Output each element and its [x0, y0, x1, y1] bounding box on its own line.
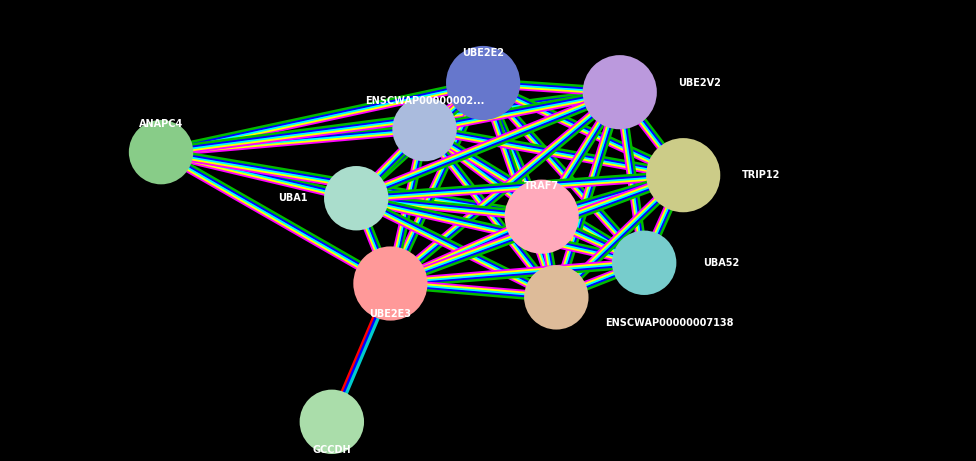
Text: TRIP12: TRIP12: [742, 170, 780, 180]
Ellipse shape: [307, 398, 356, 446]
Ellipse shape: [583, 55, 657, 129]
Text: UBA1: UBA1: [278, 193, 307, 203]
Ellipse shape: [505, 180, 579, 254]
Text: ANAPC4: ANAPC4: [139, 119, 183, 129]
Ellipse shape: [612, 230, 676, 295]
Ellipse shape: [137, 128, 185, 176]
Ellipse shape: [300, 390, 364, 454]
Ellipse shape: [591, 65, 648, 120]
Ellipse shape: [646, 138, 720, 212]
Text: ENSCWAP00000007138: ENSCWAP00000007138: [605, 318, 734, 328]
Text: UBE2E2: UBE2E2: [462, 47, 505, 58]
Ellipse shape: [129, 120, 193, 184]
Text: UBE2V2: UBE2V2: [678, 78, 721, 88]
Text: TRAF7: TRAF7: [524, 181, 559, 191]
Ellipse shape: [514, 189, 570, 244]
Text: GCCDH: GCCDH: [312, 445, 351, 455]
Text: ENSCWAP00000002...: ENSCWAP00000002...: [365, 96, 484, 106]
Ellipse shape: [332, 174, 381, 222]
Ellipse shape: [456, 55, 511, 111]
Ellipse shape: [392, 97, 457, 161]
Ellipse shape: [620, 239, 669, 287]
Ellipse shape: [324, 166, 388, 230]
Ellipse shape: [400, 105, 449, 153]
Text: UBE2E3: UBE2E3: [369, 309, 412, 319]
Ellipse shape: [524, 265, 589, 330]
Ellipse shape: [532, 273, 581, 321]
Ellipse shape: [363, 256, 419, 311]
Ellipse shape: [353, 247, 427, 320]
Ellipse shape: [446, 46, 520, 120]
Ellipse shape: [656, 148, 711, 203]
Text: UBA52: UBA52: [703, 258, 739, 268]
